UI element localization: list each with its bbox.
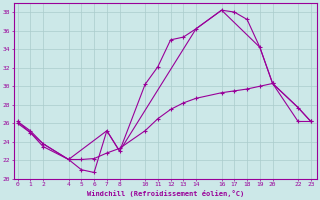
X-axis label: Windchill (Refroidissement éolien,°C): Windchill (Refroidissement éolien,°C) [87,190,244,197]
